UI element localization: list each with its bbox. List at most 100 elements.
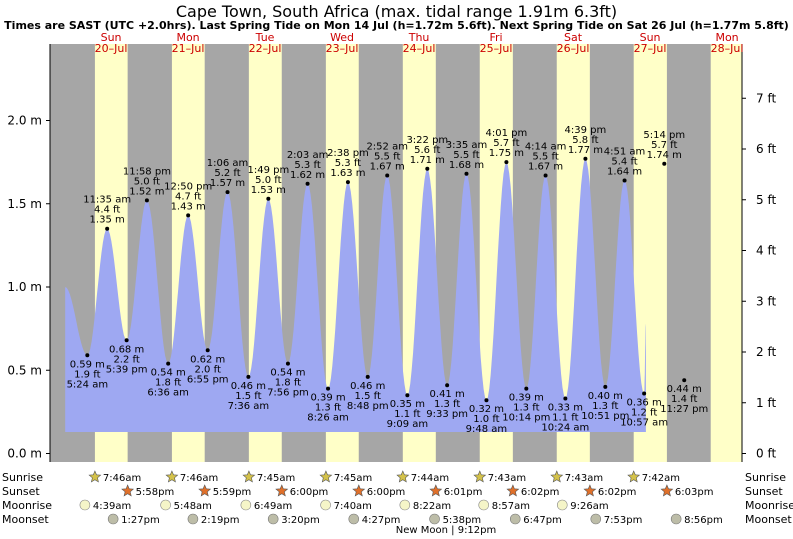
day-name: Tue [255,31,275,44]
sunset-icon [660,484,674,497]
moonset-time: 6:47pm [523,515,562,526]
tide-point [464,171,469,176]
sunrise-icon [242,470,256,483]
moon-phase-label: New Moon | 9:12pm [396,525,496,536]
moonrise-icon [320,499,331,511]
moonrise-time: 4:39am [93,501,131,512]
sunset-time: 6:03pm [675,487,714,498]
tide-height-m: 1.57 m [210,178,245,189]
day-date: 25–Jul [480,42,513,55]
tide-height-m: 0.62 m [190,354,225,365]
sunset-icon [583,484,597,497]
moonrise-icon [160,499,171,511]
tide-height-m: 1.43 m [171,201,206,212]
sunset-icon [198,484,212,497]
moonrise-icon [399,499,411,511]
tide-point [524,386,529,391]
moonset-icon [267,513,279,525]
tide-time: 6:55 pm [187,374,229,385]
tide-point [305,181,310,186]
tide-time: 10:24 am [541,423,589,434]
tide-height-ft: 1.2 ft [631,408,657,419]
tide-height-m: 1.63 m [330,168,365,179]
tide-time: 3:22 pm [406,135,448,146]
moonrise-icon [556,499,568,511]
right-tick-label: 0 ft [756,447,776,461]
tide-time: 9:48 am [466,424,508,435]
moonrise-time: 8:22am [413,501,451,512]
tide-height-ft: 1.3 ft [513,403,539,414]
tide-height-m: 0.39 m [509,393,544,404]
tide-time: 7:56 pm [267,388,309,399]
tide-point [622,178,627,183]
moonset-time: 8:56pm [684,515,723,526]
tide-height-ft: 1.3 ft [315,403,341,414]
tide-point [662,161,667,166]
tide-height-m: 1.52 m [129,186,164,197]
tide-height-ft: 1.3 ft [592,401,618,412]
sunset-icon [506,484,520,497]
row-label-left: Sunrise [2,471,43,484]
tide-area [65,158,646,433]
sunrise-time: 7:43am [488,473,526,484]
moonset-time: 5:38pm [443,515,482,526]
right-tick-label: 7 ft [756,91,776,105]
tide-time: 5:39 pm [106,364,148,375]
left-tick-label: 2.0 m [7,114,42,128]
tide-height-ft: 1.8 ft [275,378,301,389]
tide-time: 1:06 am [207,158,249,169]
tide-point [385,173,390,178]
tide-point [642,391,647,396]
right-tick-label: 4 ft [756,244,776,258]
tide-height-ft: 5.3 ft [335,158,361,169]
moonset-icon [670,513,682,525]
tide-time: 10:51 pm [581,411,629,422]
chart-subtitle: Times are SAST (UTC +2.0hrs). Last Sprin… [4,19,789,32]
tide-height-ft: 5.0 ft [255,175,281,186]
tide-height-ft: 1.8 ft [155,378,181,389]
tide-point [682,378,687,383]
right-tick-label: 3 ft [756,294,776,308]
day-date: 21–Jul [172,42,205,55]
tide-height-m: 0.36 m [627,398,662,409]
tide-height-m: 1.71 m [410,155,445,166]
tide-time: 7:36 am [228,401,270,412]
tide-height-ft: 5.5 ft [532,151,558,162]
day-date: 22–Jul [249,42,282,55]
moonrise-icon [478,499,490,511]
tide-height-ft: 2.0 ft [195,364,221,375]
day-name: Sun [640,31,661,44]
sunset-time: 6:00pm [367,487,406,498]
tide-height-ft: 2.2 ft [113,354,139,365]
tide-time: 5:24 am [67,379,109,390]
moonset-icon [590,513,602,525]
sunset-time: 6:02pm [521,487,560,498]
tide-point [186,213,191,218]
moonset-time: 3:20pm [281,515,320,526]
tide-height-m: 1.68 m [449,160,484,171]
sunrise-time: 7:45am [257,473,295,484]
tide-point [563,396,568,401]
tide-height-ft: 1.0 ft [473,414,499,425]
moonrise-time: 6:49am [254,501,292,512]
sunset-time: 5:58pm [136,487,175,498]
left-tick-label: 0.5 m [7,363,42,377]
tide-height-m: 0.54 m [151,368,186,379]
day-date: 23–Jul [326,42,359,55]
sunrise-time: 7:46am [180,473,218,484]
tide-height-m: 1.75 m [489,148,524,159]
sunrise-time: 7:45am [334,473,372,484]
tide-height-m: 0.33 m [548,403,583,414]
moonrise-icon [240,499,252,511]
sunset-icon [352,484,366,497]
chart-title: Cape Town, South Africa (max. tidal rang… [175,2,618,21]
right-margin [742,44,793,462]
tide-point [583,156,588,161]
sunrise-icon [165,470,179,483]
moonrise-icon [79,499,91,511]
tide-point [504,160,509,165]
tide-height-ft: 5.8 ft [572,135,598,146]
sunrise-time: 7:42am [642,473,680,484]
axes: 0.0 m 0.5 m 1.0 m 1.5 m 2.0 m 0 ft 1 ft 2 ft 3 f… [7,44,776,462]
